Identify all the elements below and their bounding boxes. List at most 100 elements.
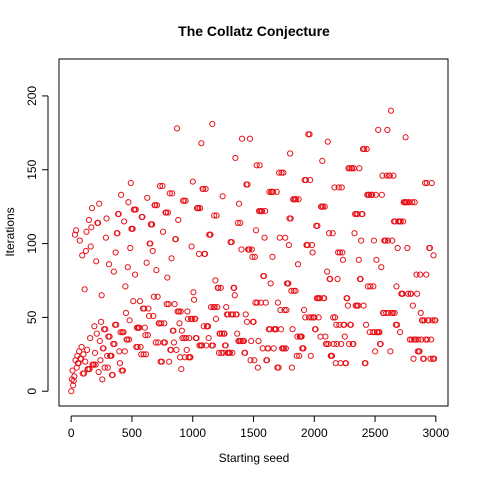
data-point	[246, 246, 253, 253]
data-point	[144, 332, 151, 339]
data-point	[98, 292, 105, 299]
data-point	[100, 345, 107, 352]
data-point	[127, 244, 134, 252]
data-point	[293, 352, 300, 359]
data-point	[218, 349, 225, 356]
data-point	[192, 315, 199, 322]
data-point	[70, 377, 77, 384]
data-point	[328, 352, 336, 359]
data-point	[232, 154, 239, 162]
data-point	[189, 315, 196, 322]
data-point	[359, 210, 366, 218]
data-point	[378, 264, 385, 271]
data-point	[142, 351, 150, 358]
data-point	[215, 349, 223, 356]
data-point	[384, 237, 392, 244]
data-point	[311, 314, 318, 321]
data-point	[137, 343, 144, 351]
data-point	[221, 330, 228, 337]
data-point	[298, 333, 305, 340]
data-point	[105, 261, 113, 268]
data-point	[153, 202, 161, 209]
data-point	[212, 315, 220, 322]
data-point	[367, 283, 374, 290]
data-point	[358, 237, 365, 244]
data-point	[125, 199, 132, 206]
data-point	[393, 283, 400, 290]
data-point	[170, 327, 177, 334]
data-point	[125, 336, 133, 343]
y-tick-label: 150	[25, 159, 39, 179]
data-point	[83, 228, 90, 235]
data-point	[253, 162, 260, 169]
data-point	[161, 320, 168, 327]
data-point	[324, 268, 331, 275]
data-point	[330, 314, 337, 321]
data-point	[164, 274, 171, 281]
data-point	[215, 284, 222, 291]
data-point	[187, 354, 194, 361]
data-point	[202, 185, 209, 193]
data-point	[87, 334, 94, 342]
data-point	[366, 191, 373, 198]
data-point	[370, 237, 378, 244]
data-point	[80, 351, 87, 358]
data-point	[235, 200, 243, 207]
data-point	[363, 145, 370, 153]
data-point	[383, 172, 390, 179]
data-point	[93, 258, 100, 265]
data-point	[400, 218, 407, 225]
data-point	[302, 314, 309, 321]
data-point	[315, 314, 322, 321]
data-point	[244, 181, 251, 188]
data-point	[129, 225, 136, 232]
data-point	[262, 207, 269, 215]
data-point	[88, 224, 95, 231]
data-point	[294, 333, 301, 340]
data-point	[173, 346, 180, 353]
data-point	[168, 255, 175, 262]
data-point	[323, 340, 330, 348]
x-tick-label: 2000	[301, 426, 328, 440]
data-point	[280, 169, 287, 176]
data-point	[166, 190, 173, 197]
data-point	[319, 203, 327, 210]
data-point	[357, 275, 364, 283]
data-point	[116, 360, 124, 367]
data-point	[195, 205, 202, 212]
data-point	[277, 326, 285, 333]
data-point	[294, 261, 302, 268]
data-point	[411, 199, 418, 206]
data-point	[348, 165, 356, 172]
data-point	[249, 253, 256, 260]
data-point	[91, 349, 99, 356]
data-point	[124, 264, 131, 271]
data-point	[389, 237, 396, 244]
data-point	[90, 361, 97, 368]
data-point	[250, 318, 257, 325]
data-point	[223, 303, 230, 311]
data-point	[207, 303, 215, 311]
data-point	[255, 337, 262, 345]
data-point	[121, 348, 128, 355]
data-point	[238, 246, 245, 253]
data-point	[263, 357, 271, 364]
x-axis-label: Starting seed	[219, 451, 290, 465]
data-point	[418, 336, 425, 343]
data-point	[329, 230, 336, 237]
data-point	[307, 352, 314, 359]
data-point	[248, 246, 255, 253]
data-point	[80, 370, 88, 377]
data-point	[175, 216, 182, 224]
data-point	[428, 179, 435, 187]
data-point	[425, 317, 432, 324]
data-point	[338, 340, 345, 348]
data-point	[339, 249, 346, 256]
data-point	[104, 364, 111, 371]
data-point	[417, 309, 424, 317]
data-point	[333, 340, 340, 348]
data-point	[404, 244, 411, 252]
data-point	[404, 290, 412, 297]
data-point	[152, 202, 159, 209]
data-point	[145, 305, 152, 312]
